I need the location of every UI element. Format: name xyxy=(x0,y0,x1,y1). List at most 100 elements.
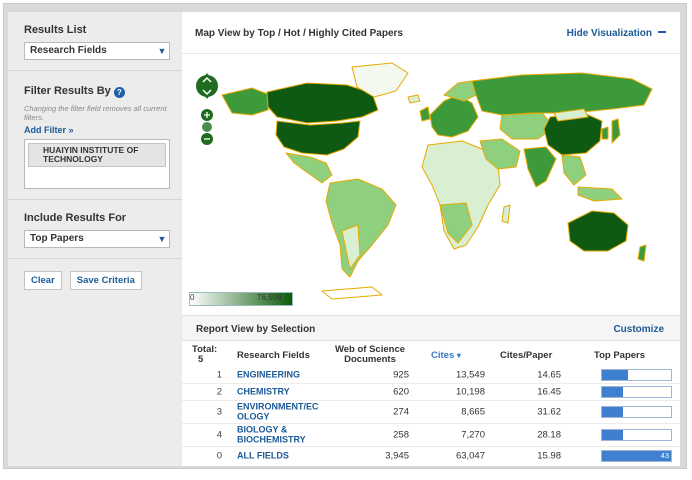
table-header: Total: 5 Research Fields Web of Science … xyxy=(182,342,680,367)
pan-up-icon[interactable] xyxy=(202,73,212,80)
russia xyxy=(471,72,653,116)
table-row: 3 ENVIRONMENT/ECOLOGY 274 8,665 31.62 6 xyxy=(182,401,680,424)
clear-button[interactable]: Clear xyxy=(24,271,62,290)
world-map-svg xyxy=(196,62,653,300)
main-panel: Map View by Top / Hot / Highly Cited Pap… xyxy=(182,12,680,466)
field-header[interactable]: Research Fields xyxy=(237,350,310,361)
save-criteria-button[interactable]: Save Criteria xyxy=(69,271,142,290)
usa xyxy=(275,120,361,156)
middle-east xyxy=(479,138,521,170)
cites-header[interactable]: Cites ▾ xyxy=(431,350,461,361)
hide-visualization-link[interactable]: Hide Visualization xyxy=(567,28,666,39)
sort-desc-icon: ▾ xyxy=(456,351,461,360)
filter-list: HUAIYIN INSTITUTE OF TECHNOLOGY xyxy=(24,139,170,189)
table-row: 4 BIOLOGY & BIOCHEMISTRY 258 7,270 28.18… xyxy=(182,424,680,447)
cites-cell: 10,198 xyxy=(455,386,485,398)
chevron-down-icon: ▼ xyxy=(157,46,167,56)
indonesia xyxy=(577,186,623,202)
docs-cell: 258 xyxy=(393,429,409,441)
include-title: Include Results For xyxy=(24,212,127,224)
help-icon[interactable]: ? xyxy=(113,87,125,98)
top-papers-count: 7 xyxy=(664,430,669,439)
report-header: Report View by Selection Customize xyxy=(182,315,680,341)
pan-disc[interactable] xyxy=(196,75,218,97)
include-section: Include Results For Top Papers ▼ xyxy=(8,200,182,259)
results-list-section: Results List Research Fields ▼ xyxy=(8,12,182,71)
top-papers-header[interactable]: Top Papers xyxy=(594,350,646,361)
add-filter-link[interactable]: Add Filter » xyxy=(24,125,74,135)
table-row: 2 CHEMISTRY 620 10,198 16.45 5 xyxy=(182,384,680,401)
pan-down-icon[interactable] xyxy=(202,92,212,99)
field-link[interactable]: ALL FIELDS xyxy=(237,449,289,460)
top-papers-bar[interactable]: 7 xyxy=(601,429,672,441)
results-list-select[interactable]: Research Fields ▼ xyxy=(24,42,170,60)
top-papers-bar[interactable]: 5 xyxy=(601,386,672,398)
cites-per-paper-header[interactable]: Cites/Paper xyxy=(500,350,553,361)
report-title: Report View by Selection xyxy=(196,324,316,335)
plus-icon xyxy=(204,112,210,118)
rank-cell: 2 xyxy=(216,386,222,398)
cites-per-paper-cell: 15.98 xyxy=(537,450,561,461)
customize-link[interactable]: Customize xyxy=(613,324,664,335)
cites-cell: 13,549 xyxy=(455,369,485,381)
map-header: Map View by Top / Hot / Highly Cited Pap… xyxy=(182,12,680,54)
field-link[interactable]: BIOLOGY & BIOCHEMISTRY xyxy=(237,424,306,444)
chevron-down-icon: ▼ xyxy=(157,234,167,244)
cites-header-label: Cites xyxy=(431,350,455,361)
sidebar: Results List Research Fields ▼ Filter Re… xyxy=(8,12,182,466)
field-link[interactable]: ENGINEERING xyxy=(237,369,301,380)
total-value: 5 xyxy=(198,354,204,365)
legend-max: 76,509 xyxy=(257,293,282,302)
australia xyxy=(567,210,629,252)
top-papers-bar[interactable]: 43 xyxy=(601,449,672,462)
korea xyxy=(601,126,609,140)
cites-per-paper-cell: 16.45 xyxy=(537,386,561,398)
docs-cell: 274 xyxy=(393,406,409,418)
docs-cell: 620 xyxy=(393,386,409,398)
map-legend: 0 76,509 xyxy=(189,292,293,306)
china xyxy=(543,112,603,156)
cites-per-paper-cell: 28.18 xyxy=(537,429,561,441)
southeast-asia xyxy=(561,154,587,186)
south-america xyxy=(325,178,397,278)
field-link[interactable]: CHEMISTRY xyxy=(237,386,290,397)
map-title: Map View by Top / Hot / Highly Cited Pap… xyxy=(195,28,403,39)
cites-cell: 8,665 xyxy=(461,406,485,418)
cites-cell: 63,047 xyxy=(455,450,485,461)
southern-africa xyxy=(439,202,473,244)
top-papers-fill xyxy=(602,407,623,417)
cites-per-paper-cell: 14.65 xyxy=(537,369,561,381)
top-papers-fill xyxy=(602,430,623,440)
filter-chip[interactable]: HUAIYIN INSTITUTE OF TECHNOLOGY xyxy=(28,143,166,167)
mexico xyxy=(285,152,333,184)
world-map[interactable] xyxy=(182,55,680,317)
europe xyxy=(429,94,479,138)
zoom-globe-icon[interactable] xyxy=(202,122,212,132)
legend-gradient xyxy=(189,292,293,306)
top-papers-bar[interactable]: 6 xyxy=(601,406,672,418)
cites-cell: 7,270 xyxy=(461,429,485,441)
zoom-control[interactable] xyxy=(201,109,213,145)
alaska xyxy=(221,87,271,116)
table-row: 0 ALL FIELDS 3,945 63,047 15.98 43 xyxy=(182,447,680,464)
minus-icon xyxy=(658,31,666,33)
central-asia xyxy=(499,112,555,140)
top-papers-count: 5 xyxy=(664,387,669,396)
scandinavia xyxy=(443,80,477,102)
rank-cell: 0 xyxy=(216,450,222,461)
include-select[interactable]: Top Papers ▼ xyxy=(24,230,170,248)
hide-visualization-label: Hide Visualization xyxy=(566,28,652,39)
argentina xyxy=(341,224,361,270)
field-link[interactable]: ENVIRONMENT/ECOLOGY xyxy=(237,401,319,421)
table-body: 1 ENGINEERING 925 13,549 14.65 16 2 CHEM… xyxy=(182,367,680,464)
docs-header[interactable]: Web of Science Documents xyxy=(334,344,406,365)
docs-cell: 3,945 xyxy=(385,450,409,461)
arrows-icon xyxy=(202,76,212,96)
top-papers-bar[interactable]: 16 xyxy=(601,369,672,381)
results-list-title: Results List xyxy=(24,24,87,36)
map-pan-control[interactable] xyxy=(196,73,218,99)
rank-cell: 1 xyxy=(216,369,222,381)
legend-min: 0 xyxy=(190,293,195,302)
rank-cell: 4 xyxy=(216,429,222,441)
filter-title: Filter Results By? xyxy=(24,85,170,98)
